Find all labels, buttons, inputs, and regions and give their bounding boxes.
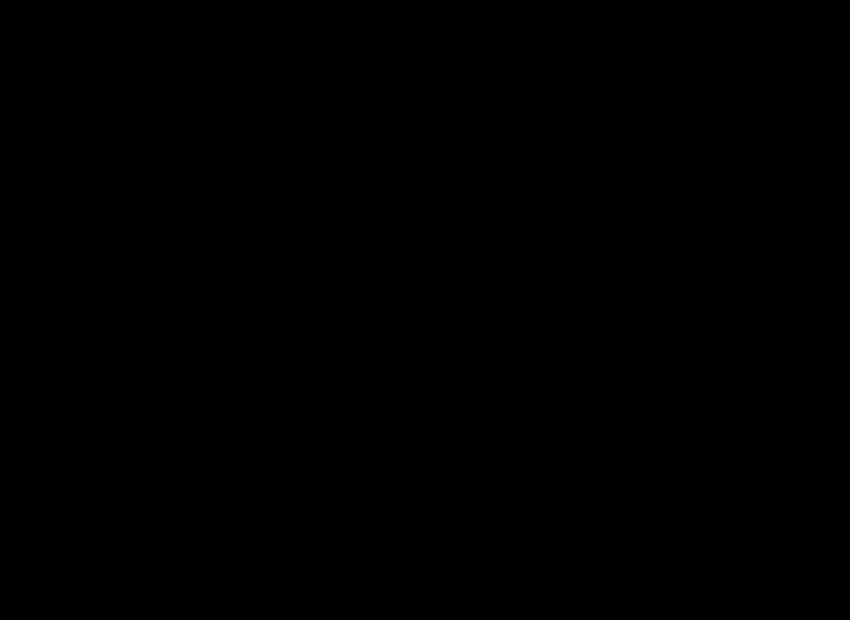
- wind-ensemble-chart: [0, 0, 850, 620]
- wetterzentrale-ensemble-page: [0, 0, 850, 620]
